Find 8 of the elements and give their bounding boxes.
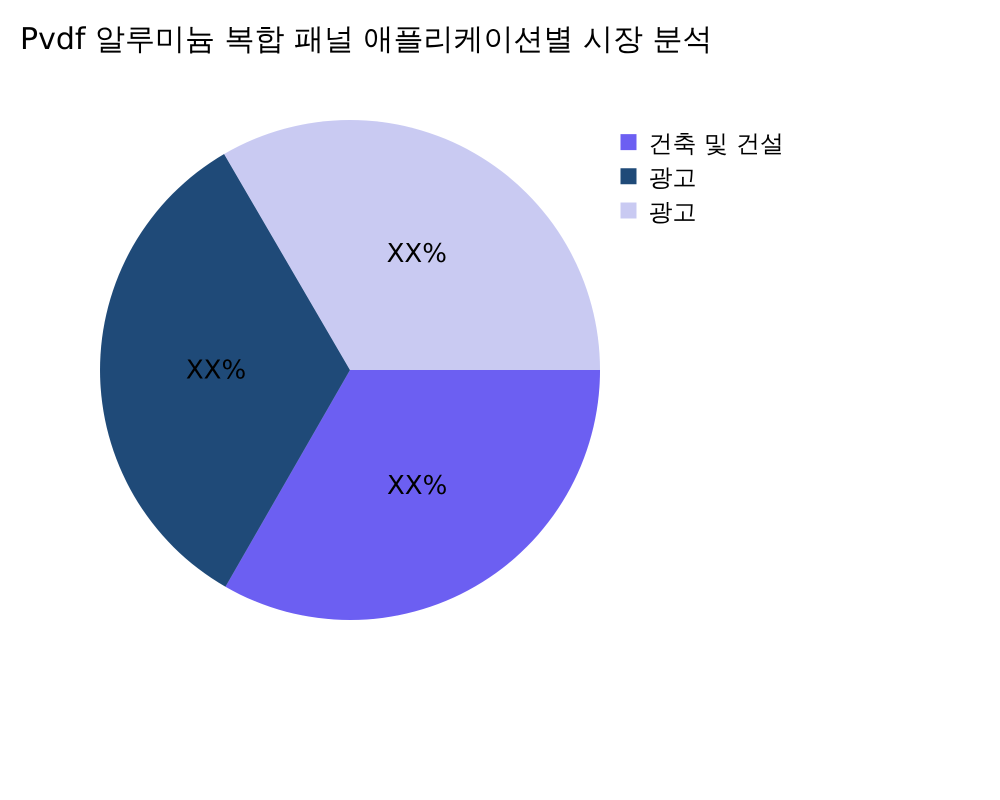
data-label: XX%	[186, 355, 246, 386]
data-label: XX%	[386, 470, 448, 501]
legend-label: 광고	[648, 164, 696, 192]
chart-title: Pvdf 알루미늄 복합 패널 애플리케이션별 시장 분석	[20, 22, 713, 57]
pie-slice	[100, 154, 350, 587]
legend-label: 건축 및 건설	[648, 129, 784, 158]
legend-label: 광고	[648, 198, 696, 226]
data-label: XX%	[386, 238, 447, 269]
